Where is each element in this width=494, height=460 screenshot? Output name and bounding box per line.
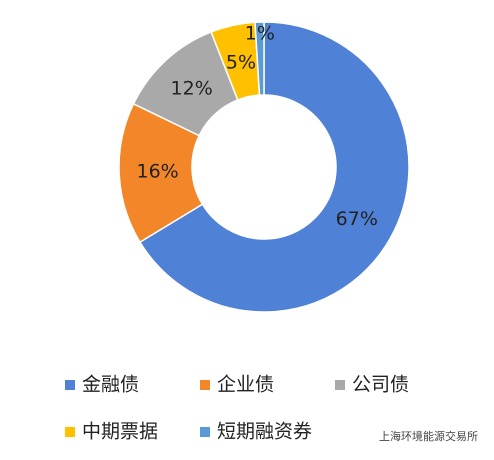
legend-swatch [65,380,75,390]
donut-slice [138,21,410,313]
legend-label: 企业债 [217,374,274,396]
legend-label: 中期票据 [82,421,158,443]
legend-swatch [200,427,210,437]
data-label: 5% [226,52,256,74]
legend-swatch [65,427,75,437]
legend-label: 短期融资券 [217,421,312,443]
data-label: 12% [171,77,213,99]
data-label: 16% [136,160,178,182]
donut-slice [254,21,265,96]
legend-swatch [200,380,210,390]
watermark: 上海环境能源交易所 [379,429,478,443]
legend-label: 金融债 [82,374,139,396]
data-label: 1% [245,23,275,45]
legend-label: 公司债 [352,374,409,396]
legend-swatch [335,380,345,390]
data-label: 67% [336,208,378,230]
